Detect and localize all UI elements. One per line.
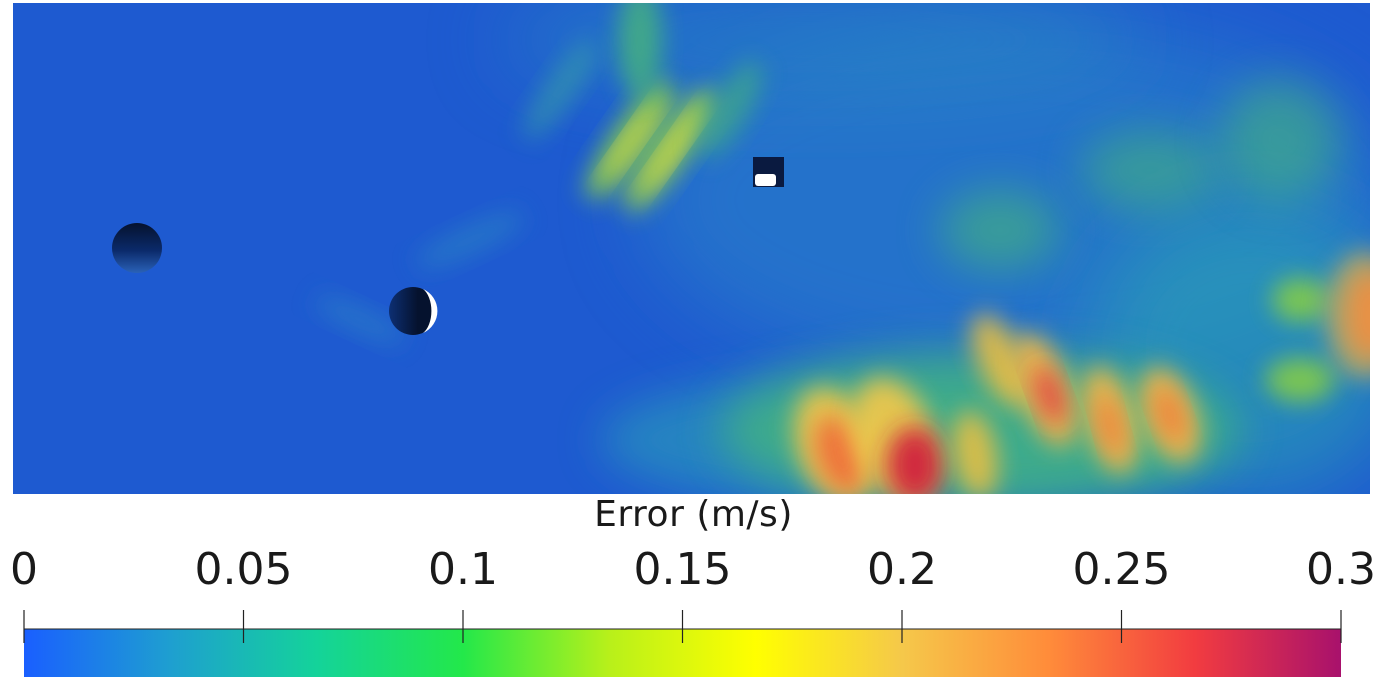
streak-upper-core-2 (641, 107, 703, 193)
region-mid-green-1 (940, 190, 1060, 270)
streak-left-2 (415, 211, 525, 269)
hotspot-1 (815, 416, 865, 494)
streak-top-2 (698, 61, 762, 159)
hotspot-6 (1097, 395, 1123, 455)
colorbar (23, 610, 1342, 677)
streak-top-1 (618, 3, 662, 100)
hotspot-7 (1155, 388, 1185, 442)
streak-upper-core-1 (602, 98, 662, 182)
cylinder-2 (389, 287, 438, 335)
hotspot-3-halo (951, 410, 999, 494)
square-block (753, 157, 784, 187)
region-right-green-2 (1265, 358, 1335, 402)
hotspot-4-halo (970, 313, 1030, 407)
colorbar-tick-label: 0.3 (1306, 544, 1376, 595)
hotspot-2 (887, 427, 943, 494)
obstacles (112, 157, 784, 335)
colorbar-title: Error (m/s) (594, 494, 793, 535)
colorbar-tick-label: 0.1 (428, 544, 498, 595)
region-mid-green-3 (1220, 80, 1340, 200)
colorbar-tick-marks (23, 610, 1342, 643)
cylinder-1 (112, 223, 162, 273)
error-regions (314, 3, 1370, 494)
colorbar-tick-label: 0 (10, 544, 38, 595)
colorbar-tick-label: 0.25 (1072, 544, 1171, 595)
region-mid-green-2 (1080, 130, 1220, 210)
colorbar-tick-label: 0.05 (194, 544, 293, 595)
streak-left-1 (314, 296, 406, 344)
hotspot-5 (1034, 366, 1066, 424)
colorbar-tick-label: 0.2 (867, 544, 937, 595)
streak-top-3 (523, 40, 597, 140)
region-right-edge-halo (1325, 250, 1370, 380)
colorbar-tick-label: 0.15 (633, 544, 732, 595)
region-right-green-1 (1272, 278, 1328, 322)
